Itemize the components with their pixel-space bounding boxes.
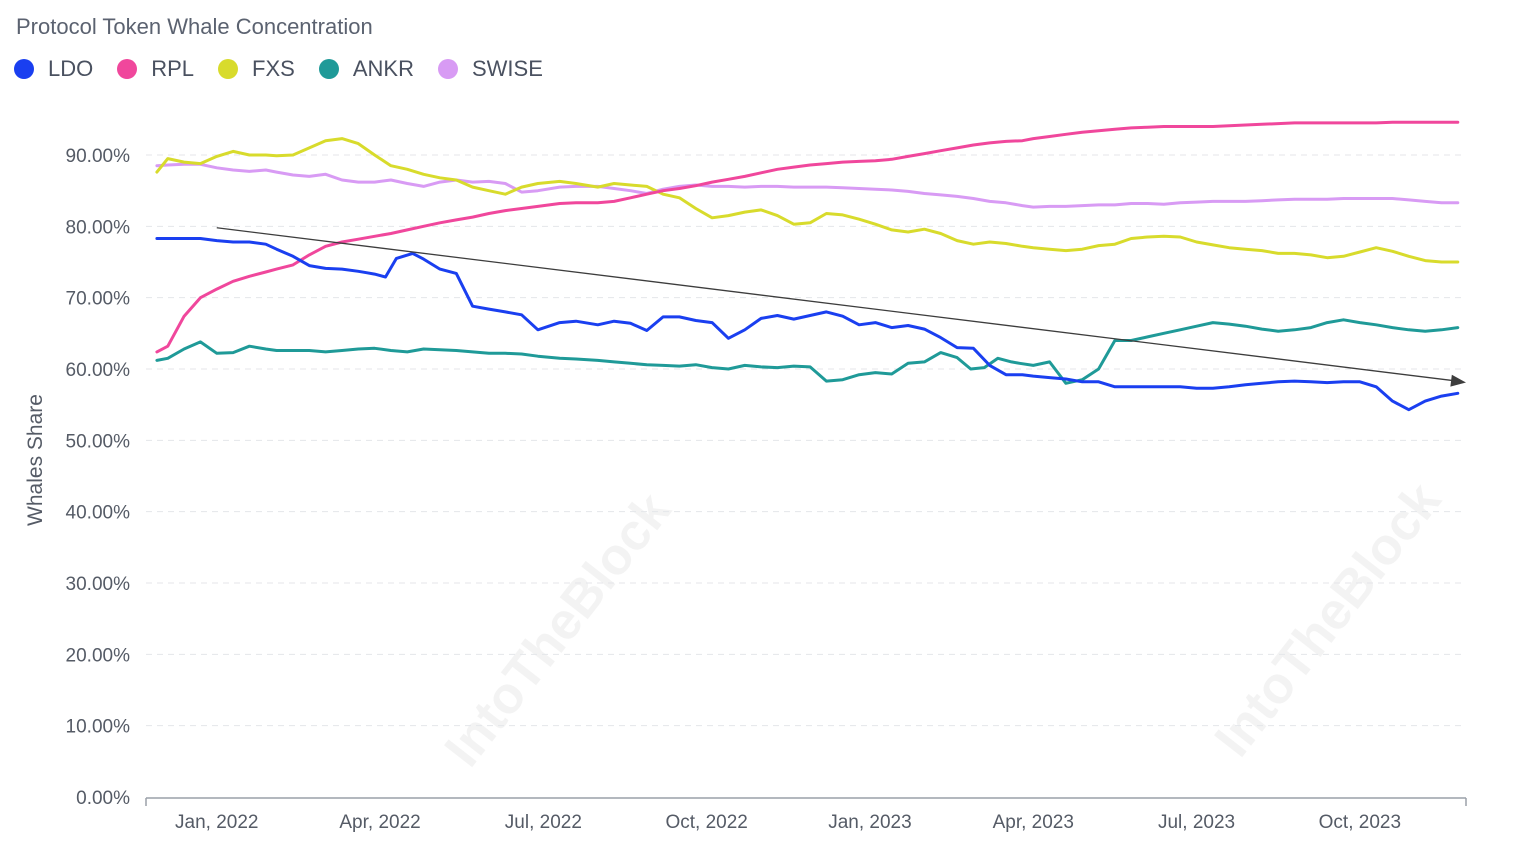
y-tick-label: 80.00% xyxy=(66,217,131,238)
watermark-text-0: IntoTheBlock xyxy=(434,482,683,777)
legend-dot-icon xyxy=(318,59,339,79)
legend-label: LDO xyxy=(48,56,94,81)
series-line-rpl xyxy=(155,120,1460,354)
legend-label: SWISE xyxy=(471,56,543,81)
watermark-layer: IntoTheBlock IntoTheBlock xyxy=(434,472,1453,777)
annotations xyxy=(216,227,1466,387)
x-tick-label: Jan, 2022 xyxy=(175,812,258,833)
legend-item-rpl[interactable]: RPL xyxy=(117,56,194,82)
series-line-fxs xyxy=(155,137,1460,264)
legend-item-swise[interactable]: SWISE xyxy=(437,56,543,82)
trend-arrow-line xyxy=(216,227,1457,382)
y-tick-label: 20.00% xyxy=(66,645,131,666)
legend-label: RPL xyxy=(151,56,195,81)
y-axis-ticks: 0.00% 10.00% 20.00% 30.00% 40.00% 50.00% 60.00… xyxy=(66,146,131,809)
trend-arrow-head xyxy=(1450,374,1466,387)
x-axis: Jan, 2022 Apr, 2022 Jul, 2022 Oct, 2022 Jan,… xyxy=(145,797,1467,833)
x-tick-label: Jul, 2023 xyxy=(1158,812,1235,833)
gridlines xyxy=(146,154,1466,727)
x-tick-label: Jul, 2022 xyxy=(505,812,582,833)
legend-dot-icon xyxy=(218,59,239,79)
y-tick-label: 10.00% xyxy=(66,717,131,738)
y-axis-label: Whales Share xyxy=(24,394,47,526)
watermark-text-1: IntoTheBlock xyxy=(1204,472,1453,767)
legend-item-fxs[interactable]: FXS xyxy=(218,56,295,82)
x-tick-label: Apr, 2022 xyxy=(339,812,420,833)
legend: LDO RPL FXS ANKR SWISE xyxy=(14,56,567,82)
series-lines xyxy=(155,120,1460,412)
y-tick-label: 30.00% xyxy=(66,574,131,595)
y-tick-label: 70.00% xyxy=(66,289,131,310)
y-tick-label: 0.00% xyxy=(76,788,130,809)
series-line-ankr xyxy=(155,318,1460,385)
x-tick-label: Oct, 2022 xyxy=(665,812,747,833)
legend-dot-icon xyxy=(437,59,458,79)
legend-label: ANKR xyxy=(352,56,414,81)
legend-item-ankr[interactable]: ANKR xyxy=(318,56,414,82)
y-tick-label: 40.00% xyxy=(66,503,131,524)
legend-dot-icon xyxy=(117,59,138,79)
y-tick-label: 50.00% xyxy=(66,431,131,452)
legend-label: FXS xyxy=(252,56,295,81)
series-line-swise xyxy=(155,162,1460,209)
y-tick-label: 90.00% xyxy=(66,146,131,167)
x-tick-label: Jan, 2023 xyxy=(828,812,911,833)
legend-item-ldo[interactable]: LDO xyxy=(14,56,93,82)
series-line-ldo xyxy=(155,237,1460,412)
legend-dot-icon xyxy=(14,59,34,79)
x-tick-label: Apr, 2023 xyxy=(993,812,1074,833)
chart-title: Protocol Token Whale Concentration xyxy=(16,14,373,39)
y-tick-label: 60.00% xyxy=(66,360,131,381)
x-tick-label: Oct, 2023 xyxy=(1319,812,1401,833)
